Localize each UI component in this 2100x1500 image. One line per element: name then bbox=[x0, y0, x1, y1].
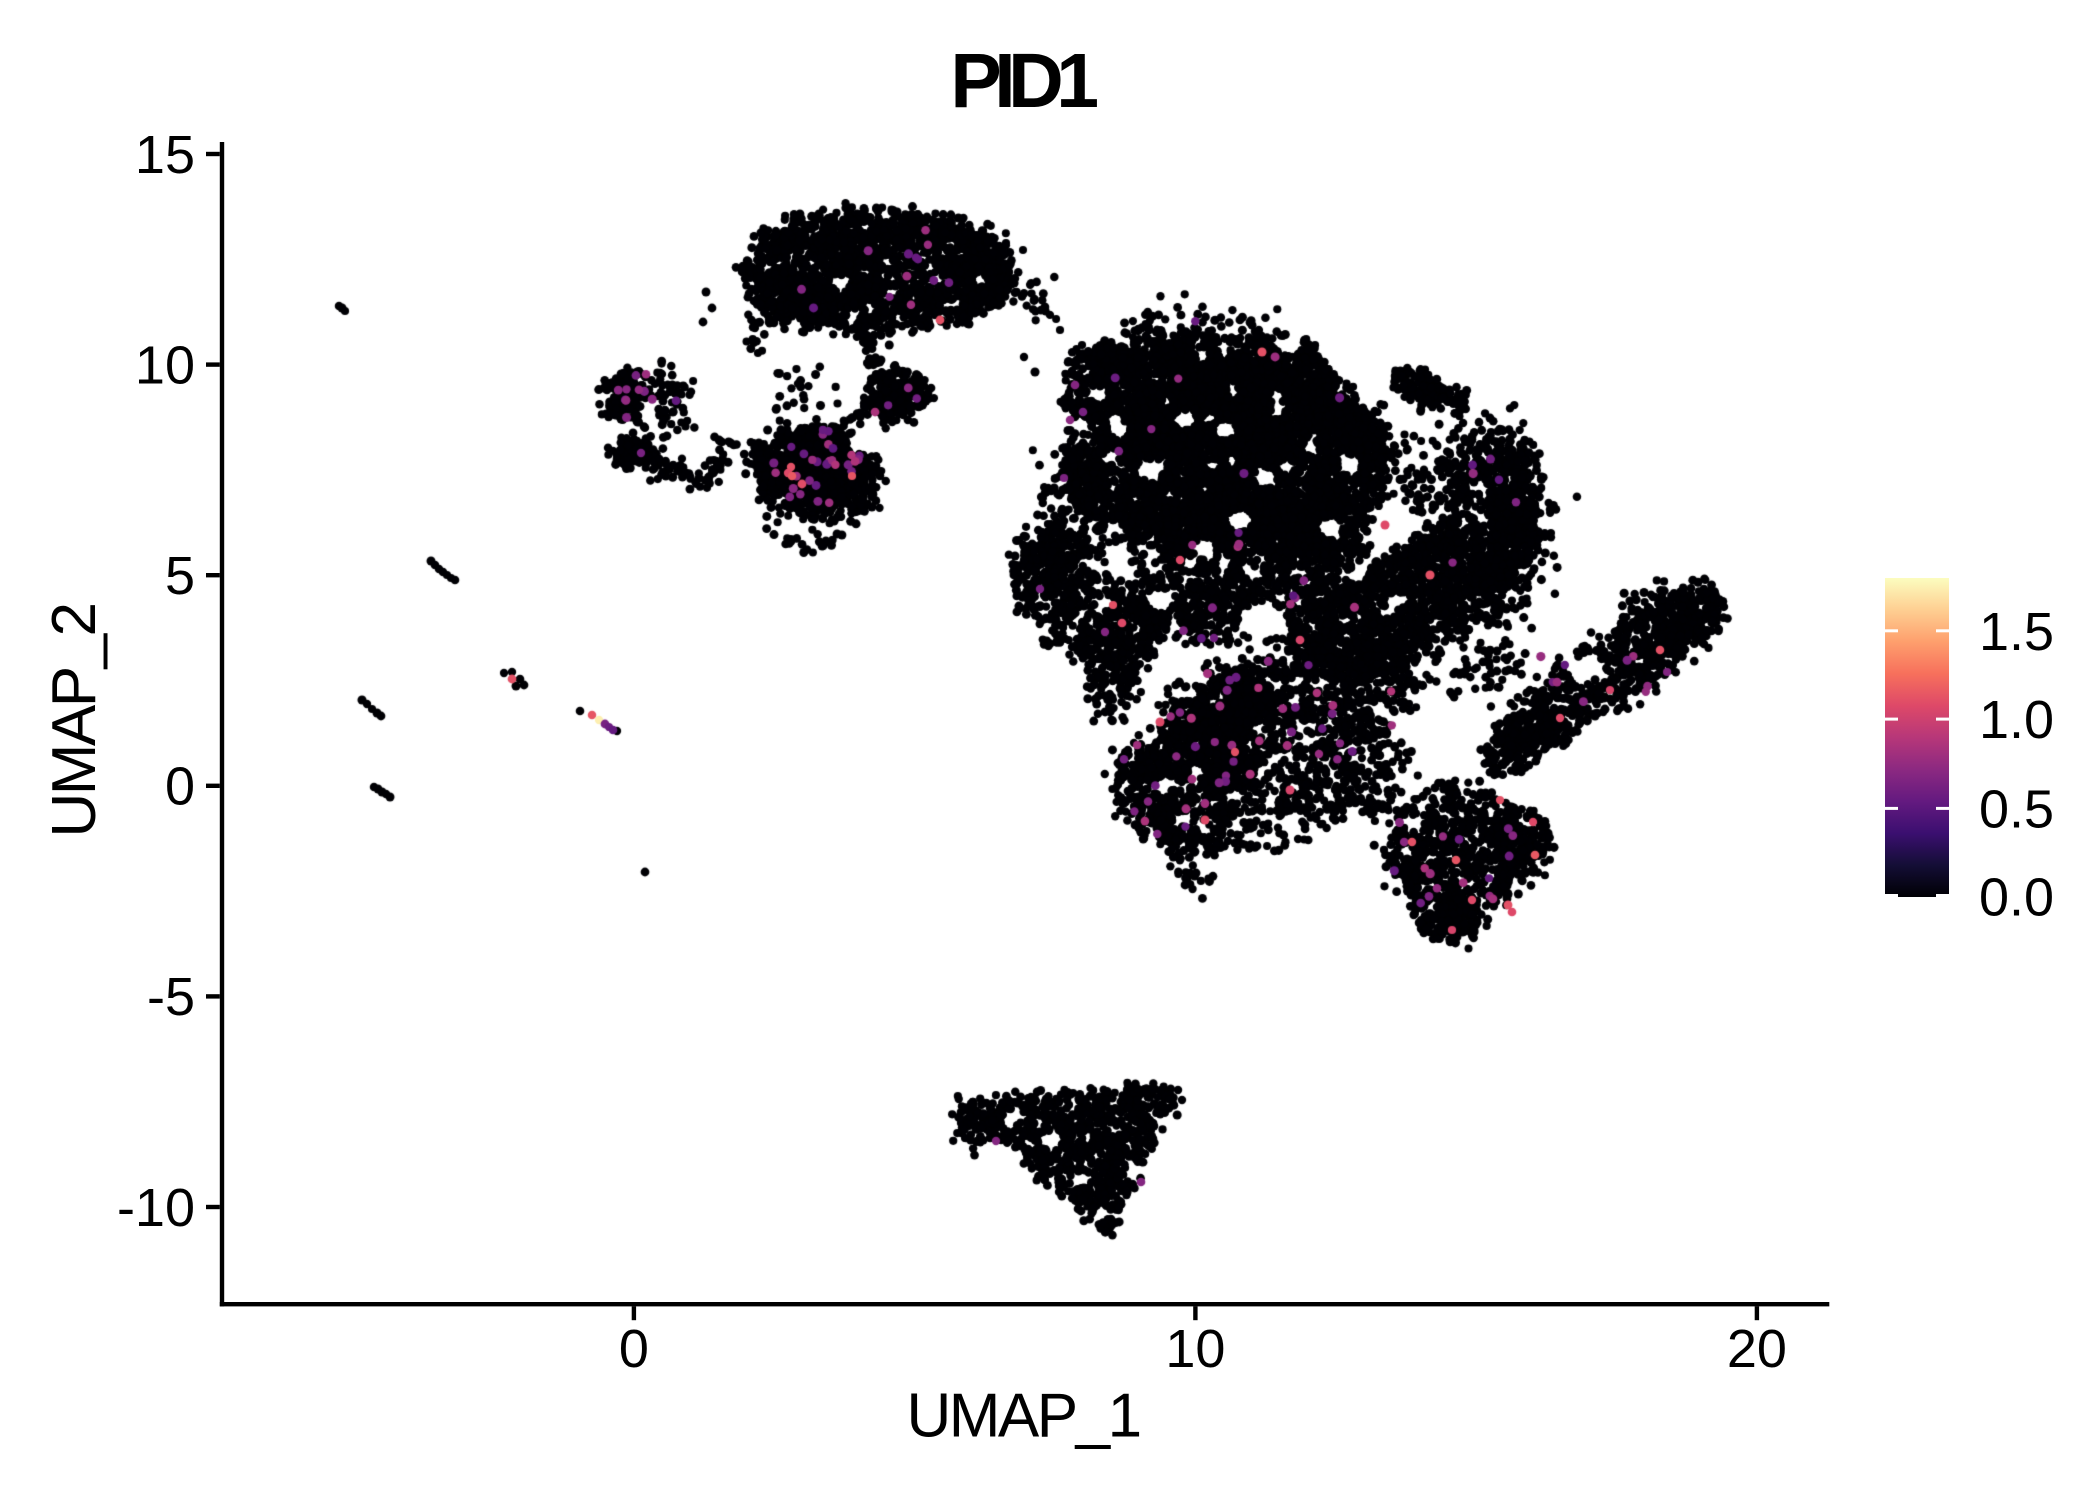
svg-text:0: 0 bbox=[619, 1319, 649, 1379]
svg-text:10: 10 bbox=[135, 335, 195, 395]
svg-text:UMAP_1: UMAP_1 bbox=[906, 1382, 1139, 1451]
svg-text:1.0: 1.0 bbox=[1979, 690, 2054, 750]
svg-text:-10: -10 bbox=[117, 1178, 195, 1238]
svg-text:0: 0 bbox=[165, 757, 195, 817]
svg-text:-5: -5 bbox=[147, 967, 195, 1027]
svg-text:5: 5 bbox=[165, 546, 195, 606]
svg-text:0.5: 0.5 bbox=[1979, 779, 2054, 839]
svg-text:1.5: 1.5 bbox=[1979, 602, 2054, 662]
svg-text:0.0: 0.0 bbox=[1979, 868, 2054, 928]
svg-text:20: 20 bbox=[1727, 1319, 1787, 1379]
svg-text:PID1: PID1 bbox=[950, 38, 1097, 124]
svg-text:15: 15 bbox=[135, 125, 195, 185]
svg-text:UMAP_2: UMAP_2 bbox=[40, 604, 109, 837]
svg-text:10: 10 bbox=[1165, 1319, 1225, 1379]
